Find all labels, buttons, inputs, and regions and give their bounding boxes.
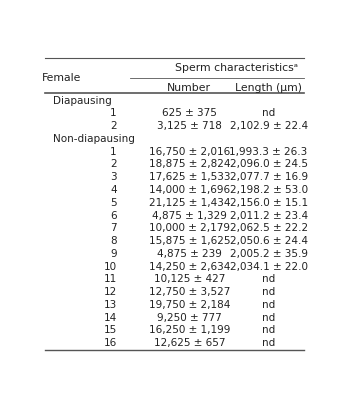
Text: Female: Female xyxy=(42,73,81,83)
Text: 16,250 ± 1,199: 16,250 ± 1,199 xyxy=(149,326,230,335)
Text: 14,000 ± 1,696: 14,000 ± 1,696 xyxy=(149,185,230,195)
Text: nd: nd xyxy=(262,338,275,348)
Text: 1: 1 xyxy=(110,147,117,157)
Text: 5: 5 xyxy=(110,198,117,208)
Text: 12,625 ± 657: 12,625 ± 657 xyxy=(153,338,225,348)
Text: 14,250 ± 2,634: 14,250 ± 2,634 xyxy=(149,262,230,271)
Text: Number: Number xyxy=(167,83,211,93)
Text: Length (μm): Length (μm) xyxy=(235,83,302,93)
Text: 15: 15 xyxy=(103,326,117,335)
Text: 3: 3 xyxy=(110,172,117,182)
Text: 2,005.2 ± 35.9: 2,005.2 ± 35.9 xyxy=(229,249,308,259)
Text: 10: 10 xyxy=(104,262,117,271)
Text: 7: 7 xyxy=(110,223,117,233)
Text: 4: 4 xyxy=(110,185,117,195)
Text: 4,875 ± 1,329: 4,875 ± 1,329 xyxy=(152,210,227,221)
Text: nd: nd xyxy=(262,300,275,310)
Text: nd: nd xyxy=(262,326,275,335)
Text: 10,000 ± 2,179: 10,000 ± 2,179 xyxy=(149,223,230,233)
Text: 18,875 ± 2,824: 18,875 ± 2,824 xyxy=(149,160,230,169)
Text: 4,875 ± 239: 4,875 ± 239 xyxy=(157,249,222,259)
Text: 1,993.3 ± 26.3: 1,993.3 ± 26.3 xyxy=(229,147,308,157)
Text: 2,102.9 ± 22.4: 2,102.9 ± 22.4 xyxy=(229,121,308,131)
Text: 12: 12 xyxy=(103,287,117,297)
Text: 625 ± 375: 625 ± 375 xyxy=(162,108,217,118)
Text: 2,062.5 ± 22.2: 2,062.5 ± 22.2 xyxy=(229,223,308,233)
Text: 16: 16 xyxy=(103,338,117,348)
Text: 21,125 ± 1,434: 21,125 ± 1,434 xyxy=(149,198,230,208)
Text: 6: 6 xyxy=(110,210,117,221)
Text: nd: nd xyxy=(262,108,275,118)
Text: Non-diapausing: Non-diapausing xyxy=(53,134,135,144)
Text: nd: nd xyxy=(262,287,275,297)
Text: 11: 11 xyxy=(103,274,117,284)
Text: 17,625 ± 1,533: 17,625 ± 1,533 xyxy=(149,172,230,182)
Text: 2,096.0 ± 24.5: 2,096.0 ± 24.5 xyxy=(229,160,308,169)
Text: 12,750 ± 3,527: 12,750 ± 3,527 xyxy=(149,287,230,297)
Text: 2,011.2 ± 23.4: 2,011.2 ± 23.4 xyxy=(229,210,308,221)
Text: 2,198.2 ± 53.0: 2,198.2 ± 53.0 xyxy=(229,185,308,195)
Text: nd: nd xyxy=(262,313,275,323)
Text: 2,034.1 ± 22.0: 2,034.1 ± 22.0 xyxy=(229,262,308,271)
Text: 2: 2 xyxy=(110,121,117,131)
Text: 13: 13 xyxy=(103,300,117,310)
Text: 1: 1 xyxy=(110,108,117,118)
Text: 9,250 ± 777: 9,250 ± 777 xyxy=(157,313,222,323)
Text: 2,077.7 ± 16.9: 2,077.7 ± 16.9 xyxy=(229,172,308,182)
Text: 8: 8 xyxy=(110,236,117,246)
Text: nd: nd xyxy=(262,274,275,284)
Text: 19,750 ± 2,184: 19,750 ± 2,184 xyxy=(149,300,230,310)
Text: 14: 14 xyxy=(103,313,117,323)
Text: Sperm characteristicsᵃ: Sperm characteristicsᵃ xyxy=(175,63,298,73)
Text: 16,750 ± 2,016: 16,750 ± 2,016 xyxy=(149,147,230,157)
Text: Diapausing: Diapausing xyxy=(53,96,112,106)
Text: 3,125 ± 718: 3,125 ± 718 xyxy=(157,121,222,131)
Text: 2: 2 xyxy=(110,160,117,169)
Text: 2,156.0 ± 15.1: 2,156.0 ± 15.1 xyxy=(229,198,308,208)
Text: 10,125 ± 427: 10,125 ± 427 xyxy=(153,274,225,284)
Text: 2,050.6 ± 24.4: 2,050.6 ± 24.4 xyxy=(229,236,308,246)
Text: 15,875 ± 1,625: 15,875 ± 1,625 xyxy=(149,236,230,246)
Text: 9: 9 xyxy=(110,249,117,259)
